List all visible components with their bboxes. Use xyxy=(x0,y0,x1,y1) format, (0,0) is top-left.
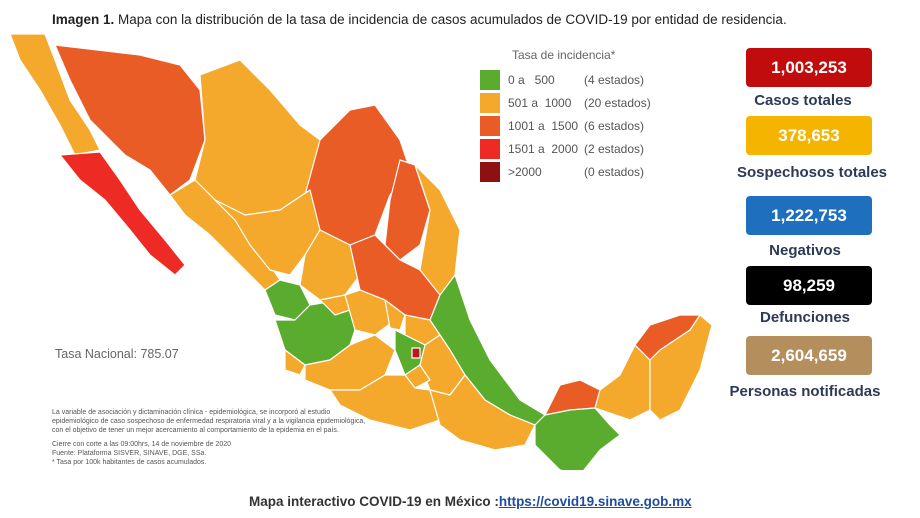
footer: Mapa interactivo COVID-19 en México :htt… xyxy=(249,494,692,509)
mexico-map-svg xyxy=(9,33,713,470)
methodology-notes: La variable de asociación y dictaminació… xyxy=(52,408,432,467)
legend-range: 1001 a 1500 xyxy=(508,119,579,133)
footer-link[interactable]: https://covid19.sinave.gob.mx xyxy=(498,494,692,509)
state-chiapas[interactable] xyxy=(534,407,621,470)
note-line: La variable de asociación y dictaminació… xyxy=(52,409,331,416)
state-michoacan[interactable] xyxy=(304,334,396,391)
state-campeche[interactable] xyxy=(594,344,651,421)
deaths-label: Defunciones xyxy=(759,309,850,326)
figure-caption: Imagen 1. Mapa con la distribución de la… xyxy=(52,12,852,27)
notified-label: Personas notificadas xyxy=(729,383,881,400)
caption-label: Imagen 1. xyxy=(52,12,115,27)
footer-text: Mapa interactivo COVID-19 en México : xyxy=(249,494,499,509)
suspected-value: 378,653 xyxy=(746,116,872,155)
legend-swatch xyxy=(480,116,500,136)
note-line: Cierre con corte a las 09:00hrs, 14 de n… xyxy=(52,441,231,448)
legend-count: (20 estados) xyxy=(584,96,651,110)
caption-text: Mapa con la distribución de la tasa de i… xyxy=(118,12,787,27)
state-zacatecas[interactable] xyxy=(299,229,361,301)
legend-item: 0 a 500 (4 estados) xyxy=(480,70,670,90)
note-line: con el objetivo de tener un mejor acerca… xyxy=(52,427,339,434)
incidence-legend: Tasa de incidencia* 0 a 500 (4 estados) … xyxy=(480,48,670,185)
note-line: Fuente: Plataforma SISVER, SINAVE, DGE, … xyxy=(52,450,207,457)
legend-count: (6 estados) xyxy=(584,119,645,133)
state-queretaro[interactable] xyxy=(384,299,406,331)
total-cases-value: 1,003,253 xyxy=(746,48,872,87)
legend-item: >2000 (0 estados) xyxy=(480,162,670,182)
note-line: epidemiológico de caso sospechoso de enf… xyxy=(52,418,366,425)
legend-range: 0 a 500 xyxy=(508,73,555,87)
state-baja-california-sur[interactable] xyxy=(59,151,186,276)
total-cases-label: Casos totales xyxy=(754,92,852,109)
legend-count: (4 estados) xyxy=(584,73,645,87)
legend-swatch xyxy=(480,93,500,113)
state-colima[interactable] xyxy=(284,349,306,376)
notified-value: 2,604,659 xyxy=(746,336,872,375)
state-chihuahua[interactable] xyxy=(194,59,321,216)
legend-title: Tasa de incidencia* xyxy=(510,48,618,62)
legend-swatch xyxy=(480,139,500,159)
legend-item: 1001 a 1500 (6 estados) xyxy=(480,116,670,136)
legend-item: 1501 a 2000 (2 estados) xyxy=(480,139,670,159)
legend-range: >2000 xyxy=(508,165,542,179)
legend-count: (2 estados) xyxy=(584,142,645,156)
legend-swatch xyxy=(480,70,500,90)
negatives-label: Negativos xyxy=(769,242,841,259)
mexico-map xyxy=(0,30,740,470)
national-rate: Tasa Nacional: 785.07 xyxy=(55,347,179,361)
state-baja-california[interactable] xyxy=(9,33,101,156)
state-quintana-roo[interactable] xyxy=(649,314,713,421)
note-line: * Tasa por 100k habitantes de casos acum… xyxy=(52,459,207,466)
legend-range: 501 a 1000 xyxy=(508,96,572,110)
state-cdmx[interactable] xyxy=(411,347,421,359)
suspected-label: Sospechosos totales xyxy=(736,164,888,181)
legend-range: 1501 a 2000 xyxy=(508,142,579,156)
negatives-value: 1,222,753 xyxy=(746,196,872,235)
legend-swatch xyxy=(480,162,500,182)
deaths-value: 98,259 xyxy=(746,266,872,305)
legend-item: 501 a 1000 (20 estados) xyxy=(480,93,670,113)
legend-count: (0 estados) xyxy=(584,165,645,179)
